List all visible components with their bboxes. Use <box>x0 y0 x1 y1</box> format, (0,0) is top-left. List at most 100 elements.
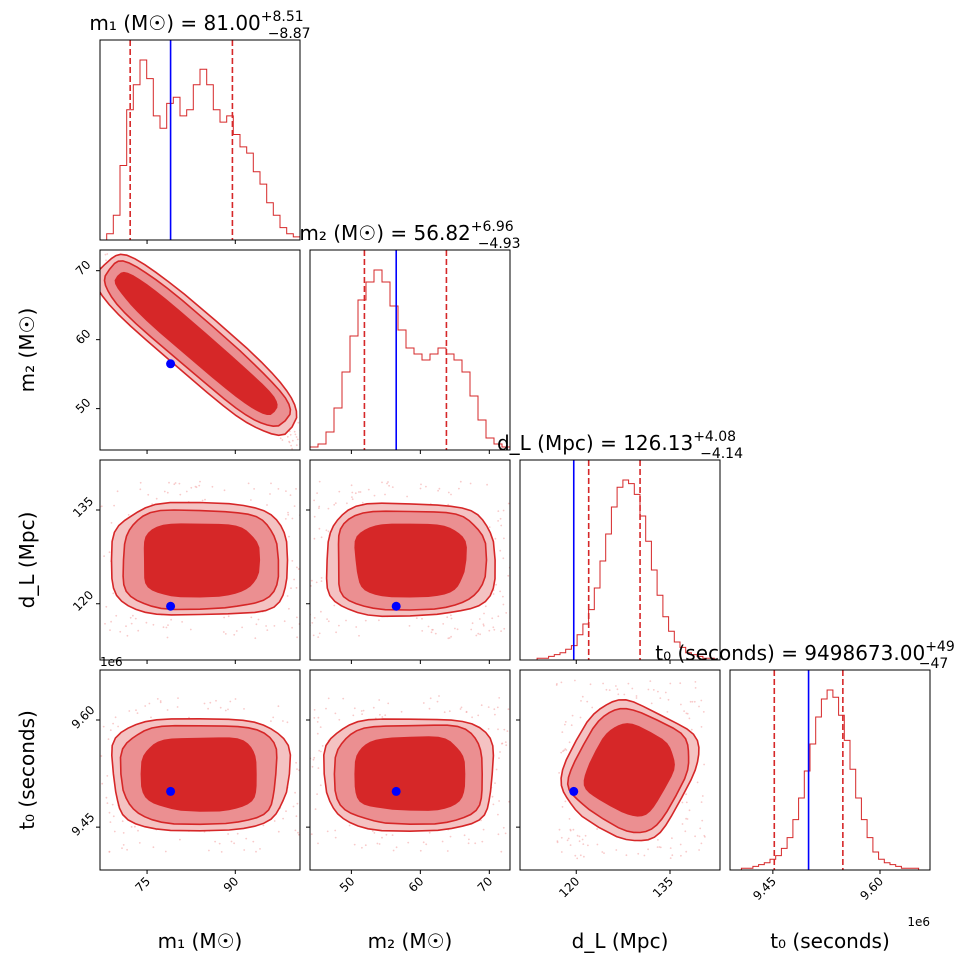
scatter-panel-3-0 <box>90 697 307 853</box>
sample-point <box>114 716 117 719</box>
sample-point <box>333 503 336 506</box>
sample-point <box>486 483 488 486</box>
sample-point <box>259 848 261 850</box>
sample-point <box>487 728 490 730</box>
sample-point <box>510 583 512 585</box>
y-tick-label: 9.60 <box>69 703 98 732</box>
histogram-2 <box>520 479 720 661</box>
sample-point <box>681 823 684 825</box>
sample-point <box>581 695 584 698</box>
sample-point <box>230 840 233 843</box>
sample-point <box>567 837 570 840</box>
sample-point <box>465 710 468 713</box>
sample-point <box>105 259 107 262</box>
sample-point <box>447 491 450 494</box>
sample-point <box>482 828 485 831</box>
sample-point <box>601 851 604 853</box>
sample-point <box>116 490 119 493</box>
sample-point <box>176 706 179 708</box>
sample-point <box>98 550 100 552</box>
sample-point <box>314 808 317 810</box>
sample-point <box>298 833 300 836</box>
sample-point <box>189 628 192 631</box>
sample-point <box>511 807 513 809</box>
sample-point <box>295 436 298 438</box>
panel-title-3: t₀ (seconds) = 9498673.00+49 −47 <box>655 639 954 672</box>
title-sub: −47 <box>919 656 949 672</box>
sample-point <box>657 839 659 841</box>
sample-point <box>233 633 236 636</box>
sample-point <box>135 709 137 712</box>
sample-point <box>138 842 141 844</box>
sample-point <box>514 549 516 551</box>
sample-point <box>319 784 322 787</box>
sample-point <box>495 768 498 771</box>
sample-point <box>306 537 308 539</box>
sample-point <box>406 495 408 498</box>
sample-point <box>107 738 110 740</box>
sample-point <box>198 484 201 487</box>
sample-point <box>690 728 693 731</box>
sample-point <box>631 687 634 690</box>
y-tick-label: 60 <box>73 326 94 347</box>
sample-point <box>90 766 92 768</box>
sample-point <box>596 843 599 846</box>
sample-point <box>282 817 284 820</box>
sample-point <box>293 578 295 581</box>
sample-point <box>502 509 505 512</box>
sample-point <box>694 681 697 683</box>
sample-point <box>296 636 298 639</box>
sample-point <box>227 615 230 618</box>
contour-inner <box>114 271 278 415</box>
sample-point <box>327 530 330 533</box>
sample-point <box>277 830 280 833</box>
sample-point <box>318 632 321 635</box>
sample-point <box>250 499 252 501</box>
sample-point <box>450 614 452 617</box>
sample-point <box>496 706 499 709</box>
sample-point <box>477 714 480 717</box>
sample-point <box>105 796 108 799</box>
sample-point <box>108 811 111 814</box>
panel-frame <box>309 669 511 871</box>
sample-point <box>497 520 499 522</box>
sample-point <box>109 821 112 823</box>
sample-point <box>572 828 575 831</box>
panel-frame <box>519 669 721 871</box>
sample-point <box>166 709 169 711</box>
sample-point <box>174 482 177 484</box>
sample-point <box>253 488 256 490</box>
sample-point <box>209 701 212 704</box>
sample-point <box>96 598 98 600</box>
scatter-panel-2-1 <box>310 480 516 640</box>
sample-point <box>270 720 272 722</box>
x-tick-label: 90 <box>221 874 242 895</box>
x-tick-label: 9.60 <box>857 874 886 903</box>
sample-point <box>313 499 315 502</box>
sample-point <box>367 488 370 491</box>
sample-point <box>204 498 206 501</box>
scatter-panel-2-0 <box>96 480 308 640</box>
sample-point <box>266 504 268 506</box>
sample-point <box>134 825 136 828</box>
sample-point <box>290 444 292 447</box>
sample-point <box>305 835 307 837</box>
sample-point <box>234 698 237 700</box>
sample-point <box>685 801 688 804</box>
sample-point <box>265 625 267 627</box>
sample-point <box>502 595 504 598</box>
sample-point <box>222 631 225 633</box>
sample-point <box>295 444 298 447</box>
sample-point <box>623 693 626 696</box>
sample-point <box>257 618 260 621</box>
sample-point <box>318 480 321 483</box>
sample-point <box>498 757 500 759</box>
sample-point <box>152 846 155 849</box>
sample-point <box>391 834 394 836</box>
sample-point <box>185 490 188 493</box>
sample-point <box>288 535 290 538</box>
sample-point <box>506 730 509 732</box>
scatter-panel-3-1 <box>310 695 513 853</box>
sample-point <box>491 795 494 798</box>
sample-point <box>150 716 152 719</box>
